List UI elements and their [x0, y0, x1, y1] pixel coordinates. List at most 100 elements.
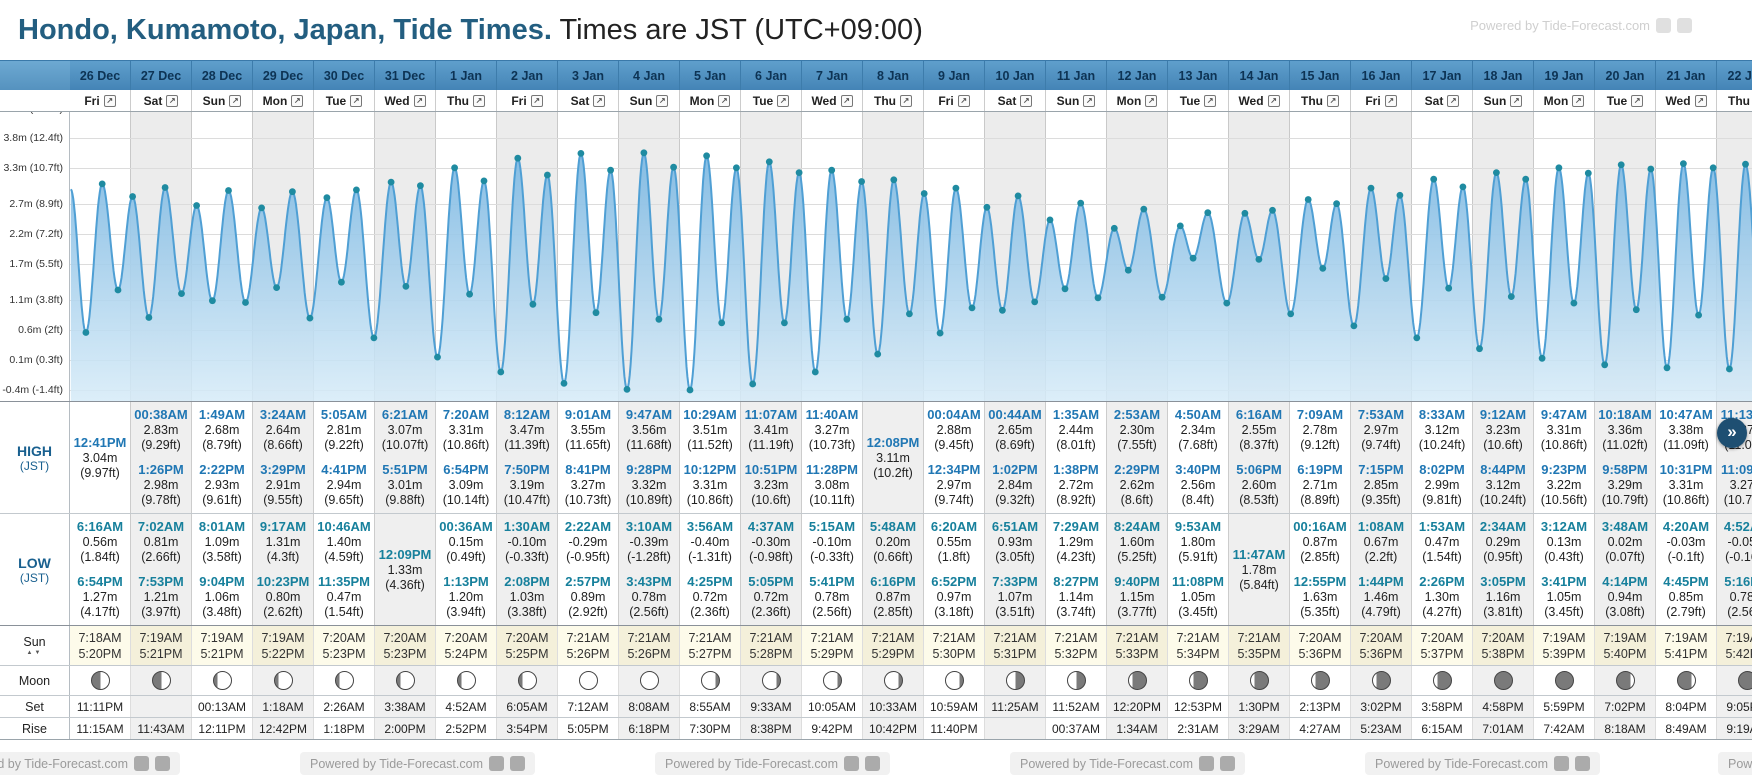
chart-gridline — [70, 300, 1752, 302]
tide-time: 4:52AM — [1723, 518, 1752, 534]
sunrise-time: 7:21AM — [871, 630, 915, 645]
moon-phase-icon — [1554, 671, 1574, 690]
high-tide-cell: 9:47AM 3.31m (10.86ft) 9:23PM 3.22m (10.56ft) — [1534, 402, 1595, 513]
expand-day-icon[interactable]: ↗ — [1447, 94, 1460, 107]
high-tide-cell: 4:50AM 2.34m (7.68ft) 3:40PM 2.56m (8.4ft) — [1168, 402, 1229, 513]
tide-forecast-watermark[interactable]: Powered by Tide-Forecast.com — [1010, 752, 1245, 775]
high-tide-cell: 5:05AM 2.81m (9.22ft) 4:41PM 2.94m (9.65ft) — [314, 402, 375, 513]
expand-day-icon[interactable]: ↗ — [777, 94, 790, 107]
high-tide-entry: 9:47AM 3.56m (11.68ft) — [619, 402, 679, 458]
expand-day-icon[interactable]: ↗ — [1145, 94, 1158, 107]
tide-forecast-watermark[interactable]: Powered by Tide-Forecast.com — [0, 752, 180, 775]
expand-day-icon[interactable]: ↗ — [1083, 94, 1096, 107]
low-tide-entry: 1:30AM -0.10m (-0.33ft) — [497, 514, 557, 570]
expand-day-icon[interactable]: ↗ — [957, 94, 970, 107]
weekday-label: Mon — [689, 93, 715, 108]
moonrise-time: 9:19AM — [1717, 718, 1752, 739]
expand-day-icon[interactable]: ↗ — [1204, 94, 1217, 107]
tide-height-m: 0.87m — [875, 590, 911, 605]
tide-height-ft: (-1.31ft) — [688, 549, 732, 564]
tide-extreme-dot — [843, 315, 851, 323]
tide-forecast-watermark[interactable]: Powered by Tide-Forecast.com — [300, 752, 535, 775]
high-label: HIGH — [17, 442, 52, 459]
low-tide-entry: 8:27PM 1.14m (3.74ft) — [1046, 570, 1106, 626]
sun-times-cell: 7:20AM 5:36PM — [1351, 626, 1412, 665]
tide-height-m: 1.46m — [1363, 590, 1399, 605]
tide-extreme-dot — [417, 182, 424, 190]
expand-day-icon[interactable]: ↗ — [166, 94, 179, 107]
weekday-label: Wed — [1238, 93, 1264, 108]
tide-time: 2:26PM — [1419, 574, 1465, 590]
moon-phase-icon — [1005, 671, 1025, 690]
expand-day-icon[interactable]: ↗ — [103, 94, 116, 107]
expand-day-icon[interactable]: ↗ — [900, 94, 912, 107]
high-tide-entry: 1:38PM 2.72m (8.92ft) — [1046, 458, 1106, 514]
watermark-icon — [134, 756, 149, 771]
tide-height-m: 3.27m — [814, 422, 850, 437]
tide-height-m: 3.41m — [753, 422, 789, 437]
high-tide-entry: 7:53AM 2.97m (9.74ft) — [1351, 402, 1411, 458]
moon-phase-icon — [395, 671, 415, 690]
tide-height-ft: (9.81ft) — [1422, 493, 1462, 508]
tide-time: 1:53AM — [1418, 518, 1466, 534]
date-cell: 4 Jan — [619, 61, 680, 90]
expand-day-icon[interactable]: ↗ — [473, 94, 485, 107]
high-tide-entry: 3:29PM 2.91m (9.55ft) — [253, 458, 313, 514]
expand-day-icon[interactable]: ↗ — [1327, 94, 1339, 107]
tide-forecast-watermark-top[interactable]: Powered by Tide-Forecast.com — [1470, 18, 1692, 33]
tide-height-ft: (9.45ft) — [934, 437, 974, 452]
expand-day-icon[interactable]: ↗ — [1694, 94, 1707, 107]
moonrise-time — [985, 718, 1046, 739]
expand-day-icon[interactable]: ↗ — [840, 94, 853, 107]
expand-day-icon[interactable]: ↗ — [413, 94, 426, 107]
sun-times-cell: 7:19AM 5:22PM — [253, 626, 314, 665]
tide-extreme-dot — [607, 166, 614, 174]
tide-height-m: 0.94m — [1607, 590, 1643, 605]
sunrise-time: 7:19AM — [1542, 630, 1586, 645]
tide-height-ft: (9.61ft) — [202, 493, 242, 508]
sun-times-cell: 7:20AM 5:36PM — [1290, 626, 1351, 665]
moon-phase-icon — [822, 671, 842, 690]
low-tide-entry: 5:41PM 0.78m (2.56ft) — [802, 570, 862, 626]
tide-extreme-dot — [1287, 310, 1295, 318]
expand-day-icon[interactable]: ↗ — [530, 94, 543, 107]
expand-day-icon[interactable]: ↗ — [1267, 94, 1280, 107]
sunrise-time: 7:19AM — [1664, 630, 1708, 645]
expand-day-icon[interactable]: ↗ — [718, 94, 731, 107]
expand-day-icon[interactable]: ↗ — [229, 94, 242, 107]
tide-extreme-dot — [1031, 298, 1039, 306]
expand-day-icon[interactable]: ↗ — [291, 94, 304, 107]
expand-day-icon[interactable]: ↗ — [1510, 94, 1523, 107]
tide-time: 6:54PM — [443, 462, 489, 478]
tide-extreme-dot — [1617, 161, 1625, 169]
expand-day-icon[interactable]: ↗ — [656, 94, 669, 107]
moonrise-time: 4:27AM — [1290, 718, 1351, 739]
moonrise-label: Rise — [0, 718, 70, 739]
moonrise-time: 7:30PM — [680, 718, 741, 739]
tide-height-ft: (-1.28ft) — [627, 549, 671, 564]
tide-height-m: 1.09m — [204, 534, 240, 549]
tide-height-ft: (0.43ft) — [1544, 549, 1584, 564]
expand-day-icon[interactable]: ↗ — [593, 94, 606, 107]
high-tide-row: HIGH (JST) 12:41PM 3.04m (9.97ft) 00:38AM 2.… — [0, 402, 1752, 514]
page-title: Hondo, Kumamoto, Japan, Tide Times. — [18, 14, 552, 46]
low-tide-entry: 1:08AM 0.67m (2.2ft) — [1351, 514, 1411, 570]
tide-forecast-watermark[interactable]: Powered by Tide-Forecast.com — [1365, 752, 1600, 775]
expand-day-icon[interactable]: ↗ — [1384, 94, 1397, 107]
next-days-button[interactable]: » — [1717, 418, 1747, 448]
expand-day-icon[interactable]: ↗ — [1572, 94, 1585, 107]
tide-height-ft: (1.54ft) — [324, 605, 364, 620]
low-tide-entry: 5:05PM 0.72m (2.36ft) — [741, 570, 801, 626]
y-axis-label: 3.3m (10.7ft) — [3, 162, 63, 175]
expand-day-icon[interactable]: ↗ — [350, 94, 363, 107]
expand-day-icon[interactable]: ↗ — [1631, 94, 1644, 107]
moon-phase-icon — [639, 671, 659, 690]
high-tide-entry: 11:07AM 3.41m (11.19ft) — [741, 402, 801, 458]
tide-time: 9:23PM — [1541, 462, 1587, 478]
tide-forecast-watermark[interactable]: Powered by Tide-Forecast.com — [655, 752, 890, 775]
moon-phase-icon — [1493, 671, 1513, 690]
tide-forecast-watermark[interactable]: Powered by Tide-Forecast.com — [1718, 752, 1752, 775]
tide-time: 6:19PM — [1297, 462, 1343, 478]
tide-height-m: 0.89m — [570, 590, 606, 605]
expand-day-icon[interactable]: ↗ — [1020, 94, 1033, 107]
